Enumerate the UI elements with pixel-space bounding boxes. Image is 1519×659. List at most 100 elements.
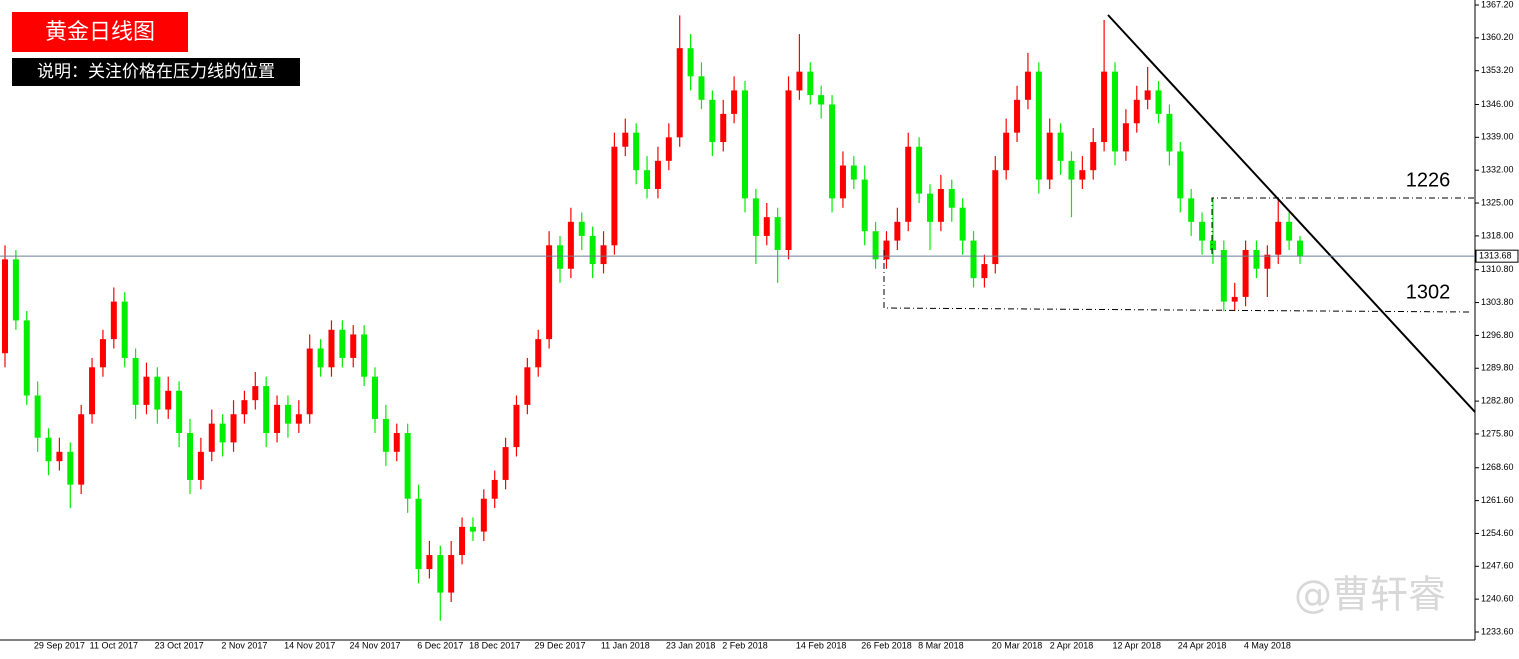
dashed-level-lower: [883, 250, 1471, 313]
candle-body: [437, 555, 444, 593]
candle-body: [981, 264, 988, 279]
candle-body: [654, 160, 661, 189]
candle-body: [796, 71, 803, 91]
candle-body: [600, 245, 607, 265]
x-tick-label: 29 Dec 2017: [534, 640, 585, 650]
resistance-trendline: [1107, 14, 1476, 413]
candle-body: [99, 339, 106, 368]
subtitle: 说明：关注价格在压力线的位置: [37, 62, 275, 82]
candle-body: [1003, 132, 1010, 171]
candle-body: [905, 146, 912, 222]
candle-body: [372, 376, 378, 419]
candle-body: [448, 555, 455, 593]
candle-body: [633, 132, 640, 171]
candle-body: [861, 179, 868, 232]
candle-body: [1133, 99, 1140, 124]
candle-body: [415, 498, 422, 570]
candle-body: [752, 198, 759, 236]
candle-body: [230, 414, 237, 443]
candle-body: [1057, 132, 1064, 161]
x-tick-label: 24 Nov 2017: [349, 640, 400, 650]
y-tick-label: 1261.60: [1481, 495, 1514, 505]
x-tick-label: 26 Feb 2018: [861, 640, 912, 650]
x-tick-label: 4 May 2018: [1244, 640, 1291, 650]
x-tick-label: 14 Nov 2017: [284, 640, 335, 650]
candle-body: [132, 357, 139, 405]
candle-body: [263, 386, 270, 434]
x-tick-label: 23 Oct 2017: [155, 640, 204, 650]
candle-body: [1046, 132, 1053, 180]
candle-body: [1242, 249, 1249, 297]
candle-body: [535, 339, 542, 368]
y-tick-label: 1303.80: [1481, 297, 1514, 307]
candle-body: [927, 193, 933, 222]
candle-body: [567, 221, 574, 269]
candle-body: [959, 207, 966, 241]
candle-body: [110, 301, 117, 340]
candle-body: [89, 367, 96, 415]
y-tick-label: 1353.20: [1481, 65, 1514, 75]
candle-body: [665, 137, 672, 161]
y-tick-label: 1332.00: [1481, 165, 1514, 175]
x-tick-label: 24 Apr 2018: [1178, 640, 1227, 650]
candle-body: [698, 76, 705, 100]
x-tick-label: 18 Dec 2017: [469, 640, 520, 650]
y-tick-label: 1240.60: [1481, 594, 1514, 604]
candle-body: [45, 437, 52, 462]
candle-body: [742, 90, 748, 199]
candle-body: [774, 217, 781, 250]
candle-body: [1286, 221, 1293, 241]
candle-body: [1090, 142, 1097, 171]
chart-title: 黄金日线图: [45, 20, 155, 45]
candle-body: [644, 170, 651, 189]
candle-body: [1014, 99, 1021, 133]
y-tick-label: 1346.00: [1481, 99, 1514, 109]
candle-body: [502, 447, 509, 480]
candle-body: [1144, 90, 1151, 100]
candle-body: [1079, 170, 1086, 180]
candle-body: [1209, 240, 1216, 250]
candle-body: [12, 259, 19, 321]
subtitle-box: [12, 58, 300, 86]
candle-body: [1166, 113, 1173, 152]
candle-body: [1231, 296, 1238, 302]
candle-body: [350, 334, 357, 358]
y-tick-label: 1360.20: [1481, 32, 1514, 42]
candle-body: [121, 301, 128, 358]
candle-body: [241, 400, 248, 415]
candle-body: [578, 221, 585, 236]
y-tick-label: 1254.60: [1481, 528, 1514, 538]
candles: [2, 15, 1303, 621]
candle-body: [1155, 90, 1162, 114]
candle-body: [1253, 249, 1260, 269]
candle-body: [937, 188, 944, 222]
x-tick-label: 2 Nov 2017: [221, 640, 267, 650]
candle-body: [1297, 240, 1303, 257]
candle-body: [992, 170, 999, 265]
x-tick-label: 23 Jan 2018: [666, 640, 716, 650]
candle-body: [894, 221, 901, 241]
candle-body: [763, 217, 770, 236]
y-tick-label: 1282.80: [1481, 395, 1514, 405]
y-tick-label: 1325.00: [1481, 197, 1514, 207]
candle-body: [295, 414, 302, 424]
candle-body: [687, 48, 694, 77]
candle-body: [78, 414, 85, 485]
candle-body: [839, 165, 846, 199]
y-tick-label: 1233.60: [1481, 626, 1514, 636]
annotation: 1302: [1406, 281, 1451, 303]
candle-body: [143, 376, 150, 405]
candle-body: [1101, 71, 1108, 143]
candle-body: [916, 146, 923, 194]
candle-body: [622, 132, 629, 147]
candle-body: [56, 451, 63, 462]
y-tick-label: 1268.60: [1481, 462, 1514, 472]
candle-body: [361, 334, 368, 377]
candle-body: [165, 390, 172, 410]
candle-body: [807, 71, 814, 96]
candle-body: [1199, 221, 1206, 241]
x-tick-label: 11 Jan 2018: [601, 640, 650, 650]
x-tick-label: 6 Dec 2017: [417, 640, 463, 650]
candle-body: [306, 348, 313, 415]
candle-body: [850, 165, 857, 180]
